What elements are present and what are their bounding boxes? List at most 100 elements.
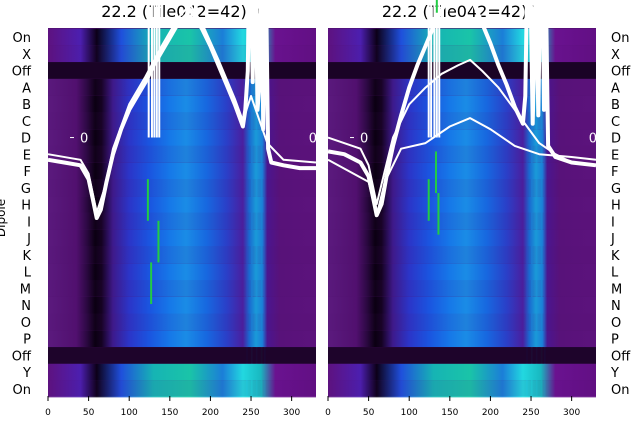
inner-ticks: 00551010151520202525 — [350, 0, 597, 147]
dipole-label: Y — [610, 366, 619, 381]
overlay-line — [327, 117, 597, 217]
inner-tick-label: 5 — [360, 0, 368, 8]
heatmap-row-on — [48, 28, 316, 46]
inner-tick-label: 5 — [80, 0, 88, 8]
dipole-label: P — [23, 333, 31, 348]
heatmap-row-off — [48, 347, 316, 364]
dipole-label: C — [611, 115, 620, 130]
inner-tick-label: 0 — [80, 132, 88, 147]
dipole-label: G — [21, 182, 31, 197]
heatmap-row-h — [328, 196, 596, 213]
x-tick-label: 300 — [563, 408, 580, 418]
heatmap-row-k — [48, 246, 316, 264]
dipole-label: Off — [12, 349, 32, 364]
x-axis: 0 50 100 150 200 250 300 — [325, 396, 580, 418]
inner-tick-label: 0 — [589, 132, 597, 147]
dipole-label: G — [611, 182, 621, 197]
heatmap-row-b — [328, 95, 596, 113]
heatmap-row-g — [328, 179, 596, 197]
heatmap-row-a — [328, 78, 596, 96]
x-tick-label: 150 — [441, 408, 458, 418]
dipole-label: H — [611, 199, 621, 214]
heatmap-row-off — [48, 62, 316, 79]
overlay-line — [327, 58, 597, 206]
dipole-label: D — [611, 132, 621, 147]
dipole-label: O — [611, 316, 621, 331]
dipole-label: B — [22, 98, 31, 113]
heatmap-row-j — [328, 229, 596, 247]
heatmap-row-f — [48, 162, 316, 180]
panel-title: 22.2 (Tile042=42) Y — [382, 2, 543, 21]
x-tick-label: 50 — [363, 408, 375, 418]
dipole-label: I — [27, 215, 31, 230]
dipole-label: C — [22, 115, 31, 130]
heatmap-row-i — [328, 213, 596, 230]
dipole-label: K — [22, 249, 31, 264]
dipole-label: L — [611, 266, 619, 281]
heatmap-row-o — [328, 313, 596, 331]
heatmap-row-y — [48, 363, 316, 381]
heatmap-row-m — [328, 280, 596, 297]
dipole-label: I — [611, 215, 615, 230]
heatmap-row-on — [328, 28, 596, 46]
x-tick-label: 100 — [401, 408, 418, 418]
x-tick-label: 50 — [83, 408, 95, 418]
dipole-label: Off — [611, 349, 631, 364]
heatmap-row-off — [328, 62, 596, 79]
heatmap-row-m — [48, 280, 316, 297]
heatmap-row-l — [48, 263, 316, 281]
dipole-label: On — [13, 31, 31, 46]
dipole-label: M — [611, 282, 622, 297]
x-tick-label: 150 — [161, 408, 178, 418]
dipole-label: B — [611, 98, 620, 113]
dipole-label: Off — [12, 65, 32, 80]
x-tick-label: 200 — [482, 408, 499, 418]
dipole-label: D — [21, 132, 31, 147]
dipole-label: E — [23, 148, 31, 163]
heatmap-row-h — [48, 196, 316, 213]
heatmap-row-p — [328, 330, 596, 348]
x-tick-label: 0 — [325, 408, 331, 418]
heatmap-row-off — [328, 347, 596, 364]
x-tick-label: 250 — [522, 408, 539, 418]
heatmap-row-k — [328, 246, 596, 264]
overlay-lines — [47, 0, 317, 304]
x-tick-label: 200 — [202, 408, 219, 418]
heatmap-row-on — [328, 380, 596, 398]
heatmap-row-i — [48, 213, 316, 230]
heatmap-row-y — [328, 363, 596, 381]
panel-x: 22.2 (Tile042=42) X Dipole 0055101015152… — [0, 0, 317, 418]
heatmap-row-p — [48, 330, 316, 348]
dipole-label: On — [611, 383, 629, 398]
dipole-label: P — [611, 333, 619, 348]
overlay-line — [327, 0, 597, 218]
heatmap-row-a — [48, 78, 316, 96]
heatmap-row-n — [328, 296, 596, 314]
dipole-label: X — [22, 48, 31, 63]
overlay-lines — [327, 0, 597, 235]
dipole-label: O — [21, 316, 31, 331]
x-tick-label: 0 — [45, 408, 51, 418]
heatmap-row-f — [328, 162, 596, 180]
inner-tick-label: 5 — [309, 0, 317, 8]
dipole-label: Y — [22, 366, 31, 381]
heatmap-row-g — [48, 179, 316, 197]
heatmap-row-e — [48, 145, 316, 163]
heatmap-row-j — [48, 229, 316, 247]
dipole-label: M — [20, 282, 31, 297]
dipole-label: A — [22, 81, 31, 96]
inner-tick-label: 0 — [360, 132, 368, 147]
heatmap-row-x — [328, 45, 596, 63]
dipole-label: A — [611, 81, 620, 96]
dipole-label: J — [26, 232, 31, 247]
dipole-label: F — [24, 165, 31, 180]
inner-tick-label: 0 — [309, 132, 317, 147]
panel-y: 22.2 (Tile042=42) Y 00551010151520202525… — [325, 0, 631, 418]
heatmap-row-c — [48, 112, 316, 130]
dipole-label: L — [24, 266, 32, 281]
heatmap-row-on — [48, 380, 316, 398]
dipole-label: K — [611, 249, 620, 264]
